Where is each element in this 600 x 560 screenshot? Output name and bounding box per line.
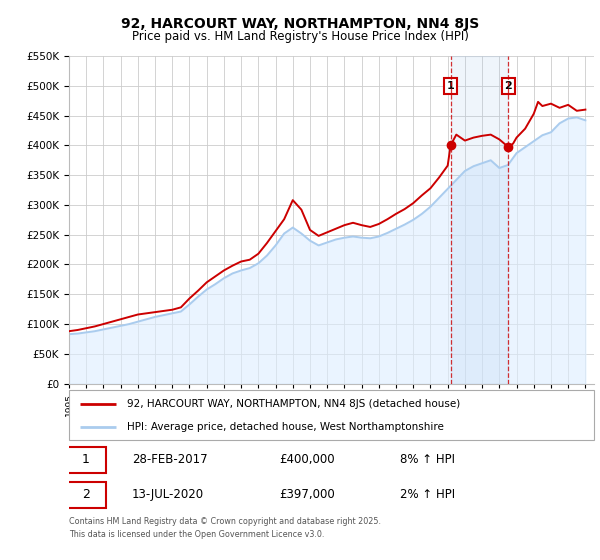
- Text: Contains HM Land Registry data © Crown copyright and database right 2025.: Contains HM Land Registry data © Crown c…: [69, 517, 381, 526]
- Text: £400,000: £400,000: [279, 454, 335, 466]
- Text: 1: 1: [447, 81, 454, 91]
- FancyBboxPatch shape: [67, 482, 106, 508]
- Text: 13-JUL-2020: 13-JUL-2020: [132, 488, 204, 501]
- Text: 92, HARCOURT WAY, NORTHAMPTON, NN4 8JS (detached house): 92, HARCOURT WAY, NORTHAMPTON, NN4 8JS (…: [127, 399, 460, 409]
- Text: 2% ↑ HPI: 2% ↑ HPI: [400, 488, 455, 501]
- Text: 92, HARCOURT WAY, NORTHAMPTON, NN4 8JS: 92, HARCOURT WAY, NORTHAMPTON, NN4 8JS: [121, 16, 479, 30]
- Text: 2: 2: [82, 488, 90, 501]
- FancyBboxPatch shape: [67, 447, 106, 473]
- Text: This data is licensed under the Open Government Licence v3.0.: This data is licensed under the Open Gov…: [69, 530, 325, 539]
- Text: 8% ↑ HPI: 8% ↑ HPI: [400, 454, 455, 466]
- Text: £397,000: £397,000: [279, 488, 335, 501]
- Text: Price paid vs. HM Land Registry's House Price Index (HPI): Price paid vs. HM Land Registry's House …: [131, 30, 469, 43]
- Text: HPI: Average price, detached house, West Northamptonshire: HPI: Average price, detached house, West…: [127, 422, 443, 432]
- Text: 2: 2: [505, 81, 512, 91]
- Bar: [451, 56, 508, 384]
- FancyBboxPatch shape: [69, 390, 594, 440]
- Text: 28-FEB-2017: 28-FEB-2017: [132, 454, 208, 466]
- Text: 1: 1: [82, 454, 90, 466]
